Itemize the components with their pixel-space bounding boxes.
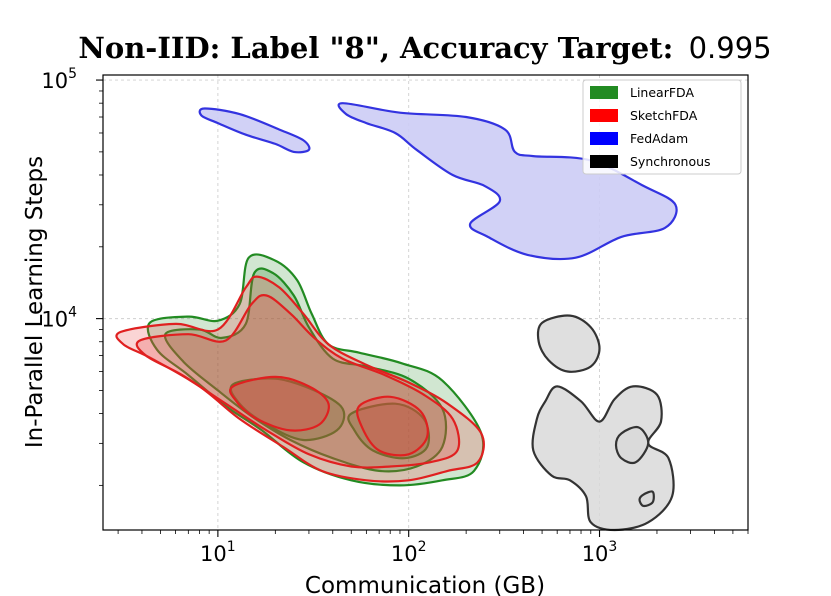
y-tick-label: 104 — [41, 305, 77, 332]
contour-synchronous-outer — [531, 385, 675, 532]
y-tick-base: 10 — [41, 308, 68, 332]
x-tick-label: 102 — [391, 539, 427, 566]
chart-title-prefix: Non-IID: Label "8", Accuracy Target: — [78, 31, 673, 65]
contour-sketchfda-inner — [229, 375, 330, 432]
contour-synchronous-inner — [638, 490, 655, 508]
contour-fedadam-outer — [198, 107, 311, 154]
series-linearfda — [146, 253, 485, 487]
x-axis-label: Communication (GB) — [305, 573, 545, 596]
x-tick-label: 103 — [582, 539, 618, 566]
x-tick-base: 10 — [391, 542, 418, 566]
y-axis-label: In-Parallel Learning Steps — [22, 156, 48, 448]
legend-swatch-sketchfda — [590, 109, 618, 122]
legend-frame — [582, 79, 742, 175]
x-tick-exponent: 1 — [227, 539, 236, 555]
contour-synchronous-inner — [614, 425, 650, 465]
legend-swatch-linearfda — [590, 86, 618, 99]
contour-linearfda-mid — [163, 267, 448, 473]
y-tick-base: 10 — [41, 69, 68, 93]
contour-sketchfda-outer — [115, 275, 485, 483]
series-fedadam — [198, 102, 678, 261]
series-synchronous — [531, 314, 675, 532]
y-tick-exponent: 5 — [68, 66, 77, 82]
y-tick-exponent: 4 — [68, 305, 77, 321]
contour-fedadam-outer — [337, 102, 678, 261]
x-tick-label: 101 — [200, 539, 236, 566]
x-tick-exponent: 3 — [608, 539, 617, 555]
legend-swatch-synchronous — [590, 155, 618, 168]
legend-swatch-fedadam — [590, 132, 618, 145]
chart-title: Non-IID: Label "8", Accuracy Target: 0.9… — [78, 31, 771, 65]
x-tick-base: 10 — [200, 542, 227, 566]
plot-border — [102, 74, 749, 531]
legend-label-sketchfda: SketchFDA — [630, 108, 698, 123]
y-tick-label: 105 — [41, 66, 77, 93]
x-tick-base: 10 — [582, 542, 609, 566]
contour-layer — [115, 102, 678, 532]
series-sketchfda — [115, 275, 485, 483]
contour-sketchfda-inner — [356, 395, 429, 457]
legend-label-synchronous: Synchronous — [630, 154, 711, 169]
contour-linearfda-outer — [146, 253, 485, 487]
legend: LinearFDA SketchFDA FedAdam Synchronous — [582, 79, 742, 175]
contour-linearfda-inner — [229, 377, 346, 442]
contour-synchronous-outer — [536, 314, 601, 373]
legend-label-linearfda: LinearFDA — [630, 85, 694, 100]
x-tick-exponent: 2 — [418, 539, 427, 555]
chart-title-value: 0.995 — [689, 31, 772, 65]
legend-label-fedadam: FedAdam — [630, 131, 688, 146]
contour-linearfda-inner — [347, 402, 431, 460]
